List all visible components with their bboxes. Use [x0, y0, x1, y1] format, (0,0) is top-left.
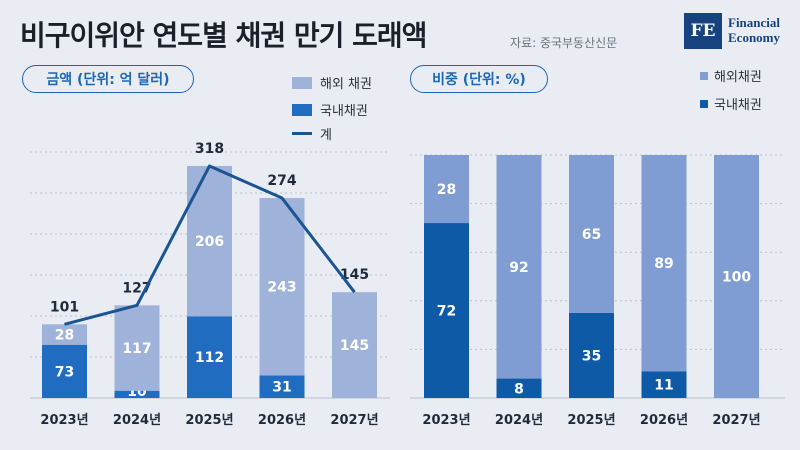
data-label-overseas: 65	[582, 227, 601, 243]
legend-domestic-left: 국내채권	[292, 100, 368, 119]
bar-overseas	[496, 155, 542, 379]
x-tick-label: 2025년	[185, 413, 233, 428]
legend-label: 해외채권	[714, 70, 762, 85]
data-label-total: 274	[267, 173, 296, 189]
legend-swatch-total	[292, 132, 312, 135]
bar-overseas	[42, 324, 87, 345]
data-label-domestic: 112	[195, 350, 224, 366]
bar-domestic	[641, 371, 687, 398]
data-label-overseas: 92	[509, 260, 528, 276]
bar-overseas	[569, 155, 614, 313]
bar-domestic	[569, 312, 614, 398]
bar-overseas	[332, 292, 377, 398]
legend-overseas-left: 해외 채권	[292, 73, 372, 92]
right-chart-title: 비중 (단위: %)	[410, 65, 548, 93]
bar-domestic	[496, 378, 542, 398]
data-label-total: 101	[50, 299, 79, 315]
bar-domestic	[114, 390, 160, 398]
x-tick-label: 2024년	[495, 413, 543, 428]
legend-label: 국내채권	[714, 98, 762, 113]
logo-text: Financial Economy	[728, 15, 780, 45]
data-label-total: 145	[340, 267, 369, 283]
legend-domestic-right: 국내채권	[700, 94, 762, 113]
x-tick-label: 2027년	[330, 413, 378, 428]
legend-total-left: 계	[292, 124, 332, 143]
legend-swatch-domestic	[700, 99, 708, 108]
x-tick-label: 2026년	[640, 413, 688, 428]
x-tick-label: 2027년	[712, 413, 760, 428]
source-note: 자료: 중국부동산신문	[510, 36, 618, 50]
data-label-domestic: 35	[582, 348, 601, 364]
bar-domestic	[42, 344, 87, 398]
data-label-overseas: 243	[267, 280, 296, 296]
legend-overseas-right: 해외채권	[700, 66, 762, 85]
bar-overseas	[114, 305, 160, 391]
data-label-domestic: 72	[437, 304, 456, 320]
data-label-overseas: 206	[195, 234, 224, 250]
data-label-domestic: 11	[654, 378, 673, 394]
bar-overseas	[714, 155, 759, 398]
data-label-overseas: 89	[654, 256, 673, 272]
data-label-total: 318	[195, 141, 224, 157]
legend-swatch-overseas	[292, 76, 312, 89]
left-chart-title: 금액 (단위: 억 달러)	[22, 65, 194, 93]
data-label-domestic: 31	[272, 380, 291, 396]
bar-domestic	[259, 375, 305, 398]
data-label-overseas: 28	[437, 182, 456, 198]
x-tick-label: 2023년	[422, 413, 470, 428]
bar-overseas	[424, 155, 469, 224]
x-tick-label: 2026년	[258, 413, 306, 428]
x-tick-label: 2025년	[567, 413, 615, 428]
bar-domestic	[424, 223, 469, 398]
data-label-overseas: 100	[722, 270, 751, 286]
total-line	[64, 164, 356, 326]
bar-overseas	[641, 155, 687, 372]
bar-overseas	[259, 198, 305, 376]
data-label-overseas: 28	[55, 328, 74, 344]
page-title: 비구이위안 연도별 채권 만기 도래액	[20, 19, 427, 52]
bar-domestic	[187, 316, 232, 398]
x-tick-label: 2023년	[40, 413, 88, 428]
logo-line-2: Economy	[728, 30, 780, 45]
legend-swatch-domestic	[292, 103, 312, 116]
data-label-domestic: 8	[514, 381, 524, 397]
logo-line-1: Financial	[728, 15, 781, 30]
logo-mark: FE	[684, 13, 722, 49]
data-label-overseas: 117	[122, 341, 151, 357]
x-tick-label: 2024년	[113, 413, 161, 428]
legend-label: 해외 채권	[320, 77, 372, 92]
legend-swatch-overseas	[700, 71, 708, 80]
legend-label: 국내채권	[320, 104, 368, 119]
bar-overseas	[187, 165, 232, 317]
legend-label: 계	[320, 128, 332, 143]
data-label-domestic: 73	[55, 364, 74, 380]
data-label-overseas: 145	[340, 338, 369, 354]
